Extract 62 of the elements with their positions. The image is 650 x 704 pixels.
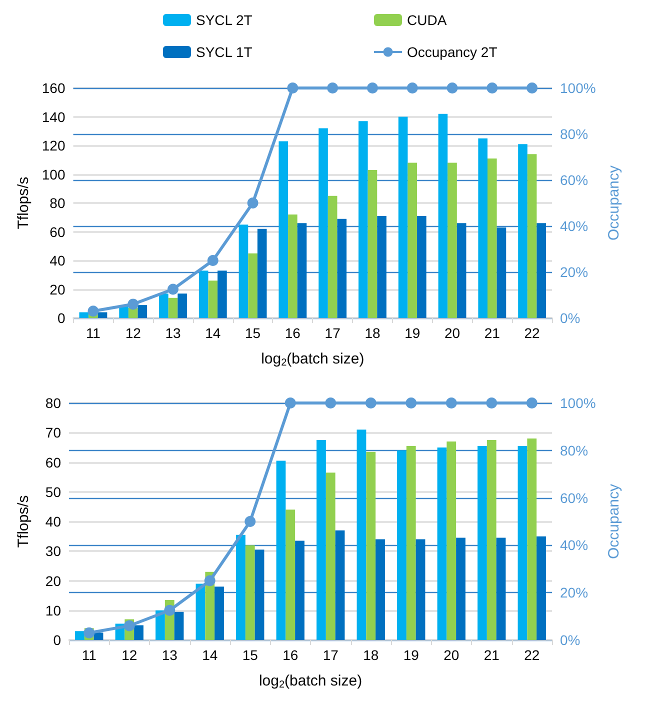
y2-tick-label: 60%: [560, 172, 588, 188]
y2-tick-label: 80%: [560, 126, 588, 142]
y-tick-label: 80: [50, 195, 66, 211]
y-tick-label: 140: [42, 108, 66, 125]
y-tick-label: 100: [42, 166, 66, 182]
y-tick-label: 120: [42, 138, 66, 154]
x-tick-label: 17: [322, 647, 339, 663]
y2-tick-label: 100%: [560, 395, 596, 411]
y-tick-label: 160: [42, 80, 66, 96]
y-tick-label: 0: [57, 310, 66, 326]
x-tick-label: 19: [404, 325, 420, 341]
x-tick-label: 15: [242, 647, 258, 663]
y-tick-label: 70: [45, 424, 62, 441]
legend-label: SYCL 1T: [196, 44, 253, 60]
x-tick-label: 21: [484, 647, 500, 663]
x-tick-label: 13: [162, 647, 178, 663]
x-tick-label: 16: [282, 647, 298, 663]
y2-tick-label: 40%: [560, 537, 588, 554]
y-tick-label: 80: [45, 395, 62, 411]
x-tick-label: 12: [125, 325, 142, 341]
x-tick-label: 20: [444, 325, 460, 341]
legend-label: Occupancy 2T: [407, 44, 498, 60]
x-tick-label: 21: [484, 325, 500, 341]
x-tick-label: 22: [524, 647, 540, 663]
x-tick-label: 11: [86, 325, 101, 341]
x-tick-label: 20: [444, 647, 460, 663]
y-tick-label: 50: [45, 484, 62, 500]
x-tick-label: 17: [324, 325, 341, 341]
y2-axis-title: Occupancy: [606, 483, 623, 560]
y2-tick-label: 20%: [560, 584, 588, 601]
y-axis-title: Tflops/s: [15, 176, 32, 230]
y2-tick-label: 100%: [560, 80, 596, 96]
y-tick-label: 0: [53, 632, 62, 648]
y-tick-label: 40: [50, 252, 66, 268]
x-tick-label: 22: [524, 325, 540, 341]
x-tick-label: 18: [363, 647, 379, 663]
y-tick-label: 20: [50, 281, 66, 298]
y2-tick-label: 20%: [560, 264, 588, 280]
y-tick-label: 10: [45, 602, 62, 618]
legend-label: CUDA: [407, 12, 448, 28]
y2-tick-label: 0%: [560, 632, 580, 648]
y2-tick-label: 80%: [560, 442, 588, 458]
x-tick-label: 14: [202, 647, 218, 663]
x-tick-label: 12: [122, 647, 138, 663]
y-tick-label: 20: [45, 572, 62, 589]
x-tick-label: 13: [165, 325, 181, 341]
y-tick-label: 60: [45, 454, 62, 470]
y2-tick-label: 40%: [560, 218, 588, 234]
x-tick-label: 15: [244, 325, 261, 341]
x-tick-label: 18: [364, 325, 380, 341]
y-tick-label: 60: [50, 224, 66, 240]
y-axis-title: Tflops/s: [15, 495, 32, 548]
legend-label: SYCL 2T: [196, 12, 253, 28]
y-tick-label: 30: [45, 543, 62, 560]
x-tick-label: 19: [403, 647, 420, 663]
y2-tick-label: 0%: [560, 310, 580, 326]
x-tick-label: 11: [82, 647, 97, 663]
x-tick-label: 16: [284, 325, 301, 341]
y-tick-label: 40: [45, 514, 62, 530]
y2-tick-label: 60%: [560, 490, 588, 506]
y2-axis-title: Occupancy: [606, 164, 623, 241]
x-tick-label: 14: [205, 325, 221, 341]
